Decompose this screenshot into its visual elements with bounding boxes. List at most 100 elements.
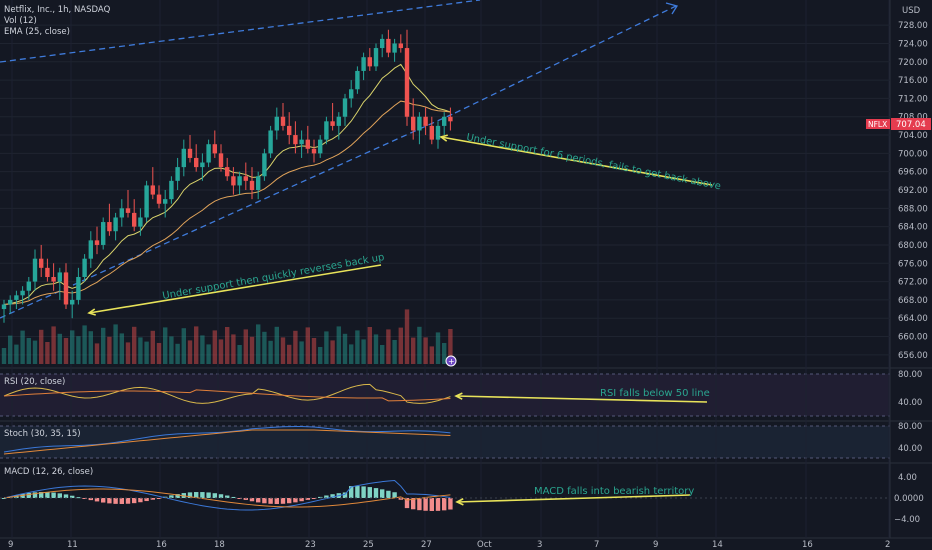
macd-histogram-bar <box>349 486 354 498</box>
candle-body <box>349 89 354 99</box>
price-tick-label: 680.00 <box>898 241 928 251</box>
candle-body <box>132 212 137 227</box>
volume-bar <box>156 343 162 364</box>
candle-body <box>212 144 217 154</box>
candle-body <box>76 277 81 300</box>
rsi-label: RSI (20, close) <box>4 377 65 387</box>
macd-histogram-bar <box>243 498 248 500</box>
volume-bar <box>349 344 354 364</box>
add-alert-icon[interactable] <box>445 355 457 367</box>
candle-body <box>293 135 298 145</box>
stoch-k-line <box>3 426 451 453</box>
candle-body <box>94 240 100 245</box>
macd-histogram-bar <box>156 498 162 499</box>
macd-histogram-bar <box>361 486 366 498</box>
macd-histogram-bar <box>218 494 224 498</box>
time-tick-label: 16 <box>156 540 167 550</box>
volume-bar <box>448 329 453 364</box>
macd-histogram-bar <box>88 498 93 501</box>
macd-histogram-bar <box>299 498 304 502</box>
macd-histogram-bar <box>1 498 7 499</box>
macd-line <box>3 479 451 511</box>
volume-bar <box>200 335 205 364</box>
volume-bar <box>404 309 410 364</box>
volume-bar <box>342 333 348 364</box>
candle-body <box>125 208 131 213</box>
annotation-arrowhead-2 <box>87 308 96 316</box>
candle-body <box>20 290 25 296</box>
price-tick-label: 716.00 <box>898 76 928 86</box>
time-ticks: 9 11 16 18 23 25 27 Oct 3 7 9 14 16 2 <box>8 540 890 550</box>
candle-body <box>355 70 360 90</box>
price-tick-label: 696.00 <box>898 168 928 178</box>
volume-bar <box>1 348 7 364</box>
macd-histogram-bar <box>32 492 38 498</box>
volume-bar <box>175 343 180 364</box>
volume-bar <box>373 334 379 364</box>
price-tick-label: 692.00 <box>898 186 928 196</box>
price-axis-background <box>890 0 932 550</box>
volume-bar <box>299 341 304 364</box>
rsi-band <box>0 374 890 416</box>
macd-histogram-bar <box>448 498 453 510</box>
volume-bar <box>411 337 416 364</box>
volume-bar <box>417 326 422 364</box>
candle-body <box>175 167 180 181</box>
volume-bar <box>212 330 217 364</box>
volume-bar <box>324 331 329 364</box>
macd-histogram-bar <box>293 498 298 503</box>
candle-body <box>200 162 205 168</box>
price-tick-label: 684.00 <box>898 223 928 233</box>
macd-histogram-bar <box>57 493 62 498</box>
currency-label[interactable]: USD <box>902 6 921 16</box>
volume-bar <box>119 333 124 364</box>
candle-body <box>274 116 279 131</box>
macd-tick-neg: −4.00 <box>894 515 920 525</box>
price-tick-label: 724.00 <box>898 39 928 49</box>
candle-body <box>380 38 385 49</box>
volume-bar <box>231 334 236 364</box>
candle-body <box>280 116 286 126</box>
volume-bar <box>206 344 211 364</box>
rsi-line <box>3 383 451 404</box>
volume-bar <box>386 329 391 364</box>
volume-bar <box>51 326 56 364</box>
macd-histogram-bar <box>144 498 149 502</box>
volume-bar <box>429 346 434 364</box>
volume-bar <box>20 330 25 364</box>
price-tick-label: 676.00 <box>898 259 928 269</box>
rsi-series <box>3 383 451 404</box>
plot-background <box>0 0 890 550</box>
price-tag <box>891 118 931 130</box>
annotation-text-4: MACD falls into bearish territory <box>534 486 694 497</box>
volume-bar <box>243 329 248 364</box>
candle-body <box>367 57 372 67</box>
macd-histogram-bar <box>63 494 69 498</box>
macd-histogram-bar <box>262 498 267 504</box>
vol-label: Vol (12) <box>4 16 37 26</box>
volume-bar <box>249 336 255 364</box>
candle-body <box>287 125 292 136</box>
volume-bar <box>32 340 38 364</box>
volume-bar <box>150 330 155 364</box>
volume-bar <box>380 345 385 364</box>
volume-bar <box>82 325 87 364</box>
macd-histogram-bar <box>187 492 193 498</box>
macd-histogram-bar <box>411 498 416 510</box>
volume-bar <box>125 342 131 364</box>
volume-bar <box>336 326 341 364</box>
volume-bar <box>262 331 267 364</box>
candle-body <box>51 277 56 282</box>
candle-body <box>435 125 441 140</box>
candle-body <box>163 199 168 204</box>
price-tick-label: 712.00 <box>898 94 928 104</box>
candle-body <box>318 139 323 154</box>
macd-histogram-bar <box>150 498 155 500</box>
macd-histogram-bar <box>287 498 292 504</box>
candle-body <box>404 48 410 117</box>
annotation-arrowhead-3 <box>454 392 463 400</box>
volume-bar <box>132 326 137 364</box>
candle-body <box>398 43 403 49</box>
macd-histogram-bar <box>417 498 422 511</box>
